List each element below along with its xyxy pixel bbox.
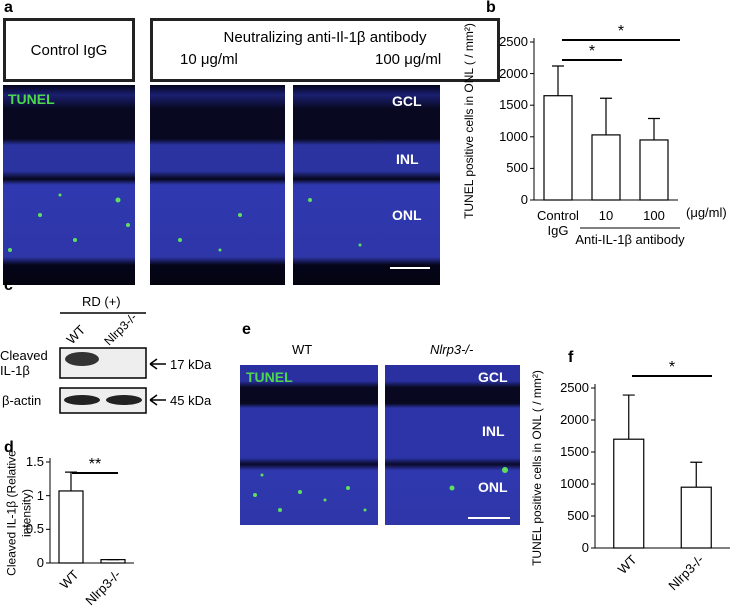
significance-label: *: [668, 359, 676, 376]
tunel-spots: [8, 193, 362, 252]
error-bar: [648, 117, 660, 140]
retina-image: [293, 85, 440, 285]
genotype-label: Nlrp3-/-: [430, 342, 474, 357]
group-label: Control IgG: [30, 42, 108, 59]
y-axis-label: TUNEL positive cells in ONL ( / mm²): [462, 23, 476, 219]
y-tick-label: 1000: [499, 128, 528, 144]
genotype-label: WT: [292, 342, 313, 357]
stain-label: TUNEL: [246, 369, 293, 385]
y-tick-label: 2500: [560, 380, 589, 395]
y-tick-label: 500: [506, 160, 528, 176]
group-label: Anti-IL-1β antibody: [575, 232, 685, 247]
y-tick-label: 1000: [560, 476, 589, 491]
panel-letter: a: [4, 0, 13, 16]
stain-label: TUNEL: [8, 91, 55, 107]
error-bar: [690, 461, 703, 488]
blot-band: [65, 352, 99, 366]
label-box: [150, 18, 500, 82]
y-tick-label: 0: [581, 540, 589, 555]
condition-label: RD (+): [82, 294, 121, 309]
size-label: 17 kDa: [170, 357, 212, 372]
x-unit-label: (μg/ml): [686, 205, 727, 220]
y-tick-label: 500: [567, 508, 589, 523]
error-bar: [552, 65, 564, 96]
layer-label: GCL: [478, 369, 508, 385]
x-tick-label: 100: [643, 208, 665, 223]
panel-letter: b: [486, 0, 496, 16]
y-tick-label: 0: [520, 192, 528, 207]
error-bar: [622, 394, 635, 440]
y-tick-label: 2500: [499, 34, 528, 49]
row-label: Cleaved IL-1β: [0, 348, 48, 378]
blot-band: [64, 395, 100, 405]
size-label: 45 kDa: [170, 393, 212, 408]
y-tick-label: 0.5: [25, 521, 44, 537]
blot-band: [106, 395, 142, 405]
layer-label: GCL: [392, 93, 422, 109]
dose-label: 10 μg/ml: [180, 51, 238, 68]
y-tick-label: 1.5: [25, 454, 44, 469]
significance-label: *: [588, 43, 596, 60]
bar: [591, 134, 621, 201]
y-tick-label: 2000: [499, 65, 528, 81]
error-bar: [600, 97, 612, 135]
layer-label: ONL: [392, 207, 422, 223]
retina-image: [150, 85, 285, 285]
significance-label: *: [617, 23, 625, 40]
panel-letter: e: [242, 321, 251, 338]
bar: [639, 139, 669, 201]
retina-image: [240, 365, 378, 525]
row-label: β-actin: [2, 393, 42, 408]
panel-letter: f: [568, 349, 574, 366]
y-tick-label: 1: [36, 487, 44, 503]
bar: [680, 486, 712, 549]
y-tick-label: 2000: [560, 412, 589, 427]
layer-label: INL: [482, 423, 505, 439]
error-bar: [65, 471, 77, 491]
x-tick-label: 10: [598, 208, 614, 223]
significance-label: **: [88, 456, 102, 473]
tunel-spots: [253, 467, 508, 512]
y-tick-label: 0: [36, 555, 44, 570]
panel-letter: d: [4, 439, 14, 456]
retina-image: [385, 365, 520, 525]
arrow: [149, 358, 166, 406]
bar: [543, 95, 573, 201]
label-box: [3, 18, 135, 82]
y-axis-label: TUNEL positive cells in ONL ( / mm²): [530, 370, 544, 566]
bar: [613, 438, 645, 549]
layer-label: INL: [396, 151, 419, 167]
group-label: Neutralizing anti-Il-1β antibody: [223, 29, 427, 46]
y-tick-label: 1500: [560, 444, 589, 459]
dose-label: 100 μg/ml: [375, 51, 442, 68]
panel-letter: c: [4, 277, 13, 294]
bar: [58, 490, 84, 564]
retina-image: [3, 85, 135, 285]
layer-label: ONL: [478, 479, 508, 495]
x-tick-label: Control IgG: [537, 208, 579, 238]
y-tick-label: 1500: [499, 97, 528, 113]
